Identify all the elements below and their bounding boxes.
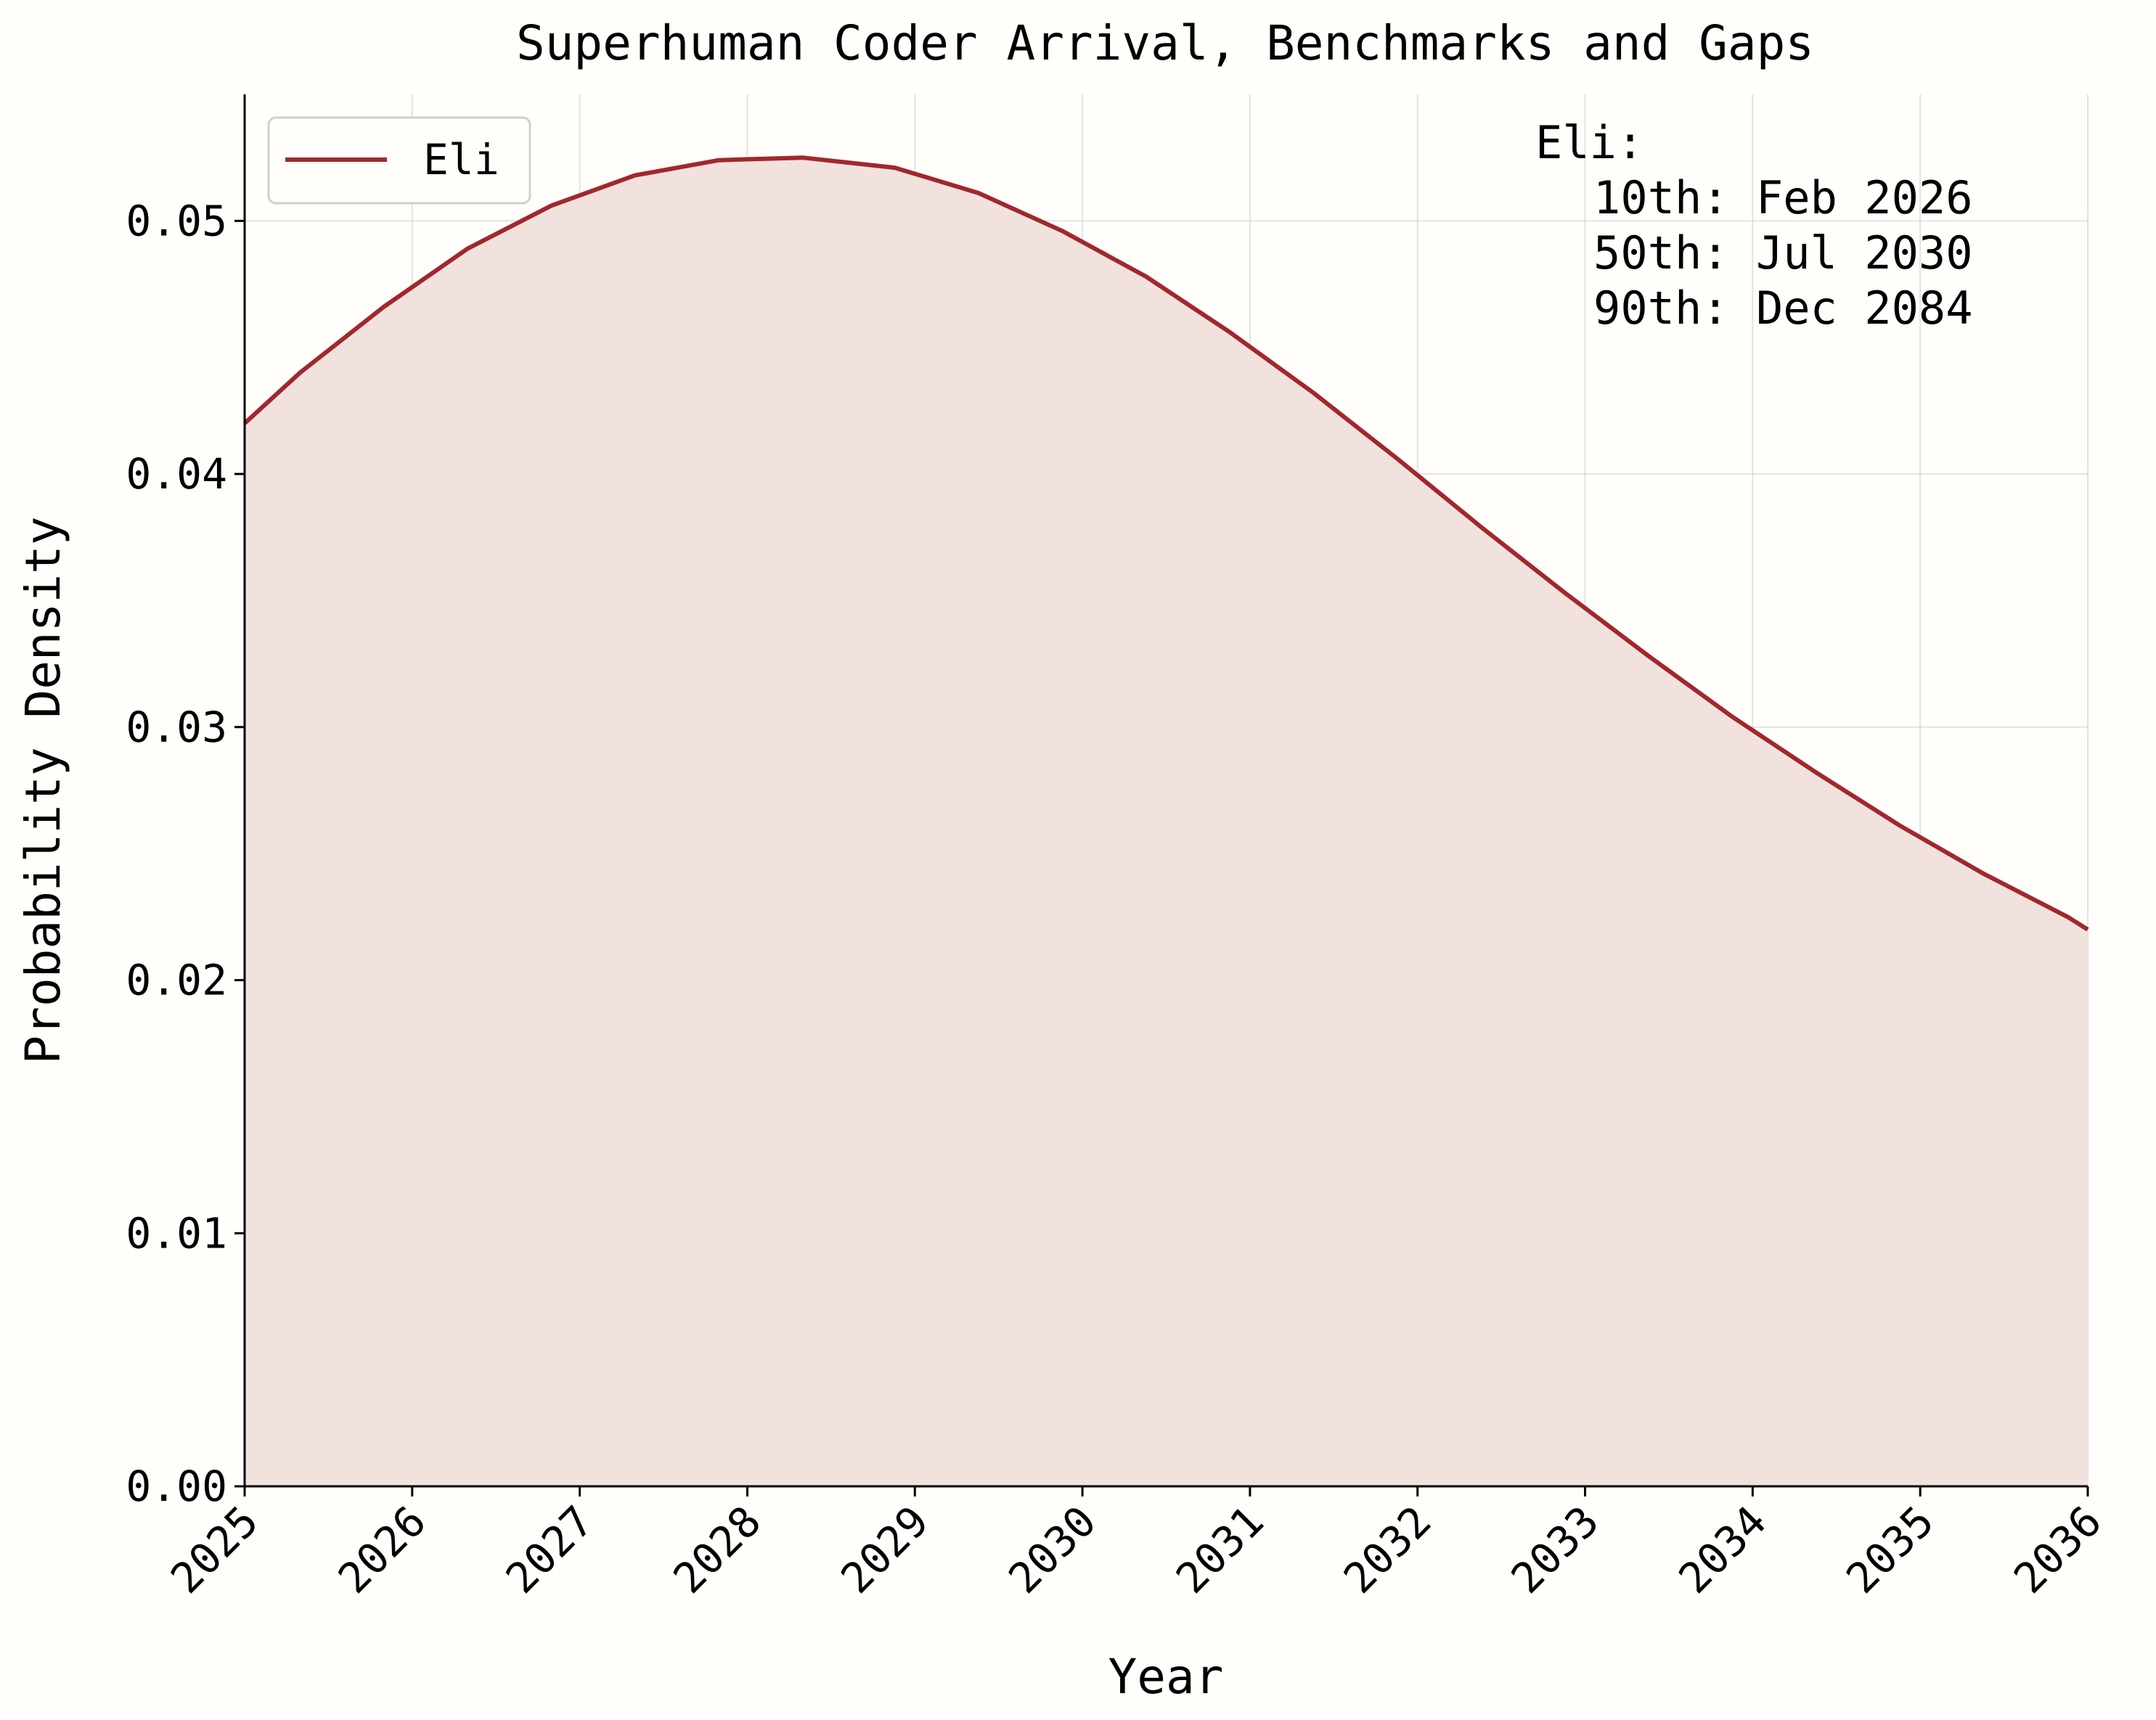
x-tick-label-2030: 2030 bbox=[999, 1496, 1106, 1603]
x-tick-label-2025: 2025 bbox=[161, 1496, 268, 1603]
y-tick-label-0.04: 0.04 bbox=[126, 449, 227, 499]
x-tick-label-2033: 2033 bbox=[1502, 1496, 1609, 1603]
series-eli-line bbox=[242, 155, 2089, 932]
annotation-p50: 50th: Jul 2030 bbox=[1593, 226, 1973, 279]
x-tick-label-2035: 2035 bbox=[1837, 1496, 1943, 1603]
x-ticks: 2025 2026 2027 2028 2029 2030 2031 2032 2033 2034… bbox=[161, 1486, 2111, 1603]
legend-box bbox=[267, 116, 531, 205]
x-tick-label-2036: 2036 bbox=[2004, 1496, 2111, 1603]
axes bbox=[243, 94, 2088, 1488]
x-tick-label-2026: 2026 bbox=[329, 1496, 436, 1603]
y-tick-label-0.00: 0.00 bbox=[126, 1462, 227, 1511]
y-tick-label-0.02: 0.02 bbox=[126, 956, 227, 1005]
legend-label-eli: Eli bbox=[423, 135, 499, 184]
x-axis-label: Year bbox=[1108, 1649, 1224, 1705]
x-tick-label-2031: 2031 bbox=[1167, 1496, 1273, 1603]
y-tick-label-0.05: 0.05 bbox=[126, 196, 227, 245]
y-tick-label-0.03: 0.03 bbox=[126, 703, 227, 752]
x-tick-label-2032: 2032 bbox=[1334, 1496, 1441, 1603]
x-tick-label-2027: 2027 bbox=[497, 1496, 603, 1603]
chart-title: Superhuman Coder Arrival, Benchmarks and… bbox=[516, 15, 1814, 71]
y-ticks: 0.00 0.01 0.02 0.03 0.04 0.05 bbox=[126, 196, 245, 1511]
x-tick-label-2034: 2034 bbox=[1669, 1496, 1776, 1603]
annotation-header: Eli: bbox=[1535, 116, 1643, 169]
percentile-annotation: Eli: 10th: Feb 2026 50th: Jul 2030 90th:… bbox=[1535, 116, 1973, 335]
annotation-p10: 10th: Feb 2026 bbox=[1593, 171, 1973, 224]
x-tick-label-2029: 2029 bbox=[831, 1496, 938, 1603]
annotation-p90: 90th: Dec 2084 bbox=[1593, 282, 1973, 335]
legend: Eli bbox=[267, 116, 531, 205]
y-axis-label: Probability Density bbox=[15, 517, 71, 1065]
y-tick-label-0.01: 0.01 bbox=[126, 1208, 227, 1258]
x-tick-label-2028: 2028 bbox=[663, 1496, 770, 1603]
series-eli-area bbox=[245, 157, 2088, 1487]
